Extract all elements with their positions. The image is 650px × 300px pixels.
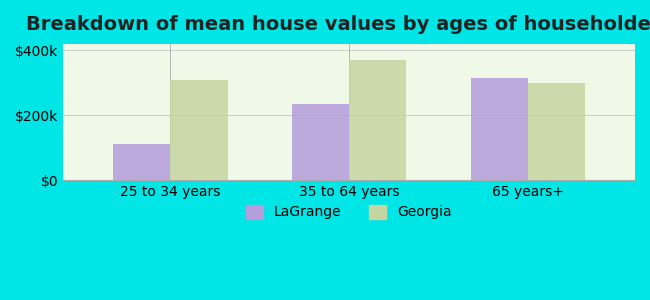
Legend: LaGrange, Georgia: LaGrange, Georgia [240,199,458,225]
Bar [349,60,406,180]
Bar [113,145,170,180]
Bar [170,80,228,180]
Bar [528,83,585,180]
Title: Breakdown of mean house values by ages of householders: Breakdown of mean house values by ages o… [26,15,650,34]
Bar [471,78,528,180]
Bar [292,104,349,180]
